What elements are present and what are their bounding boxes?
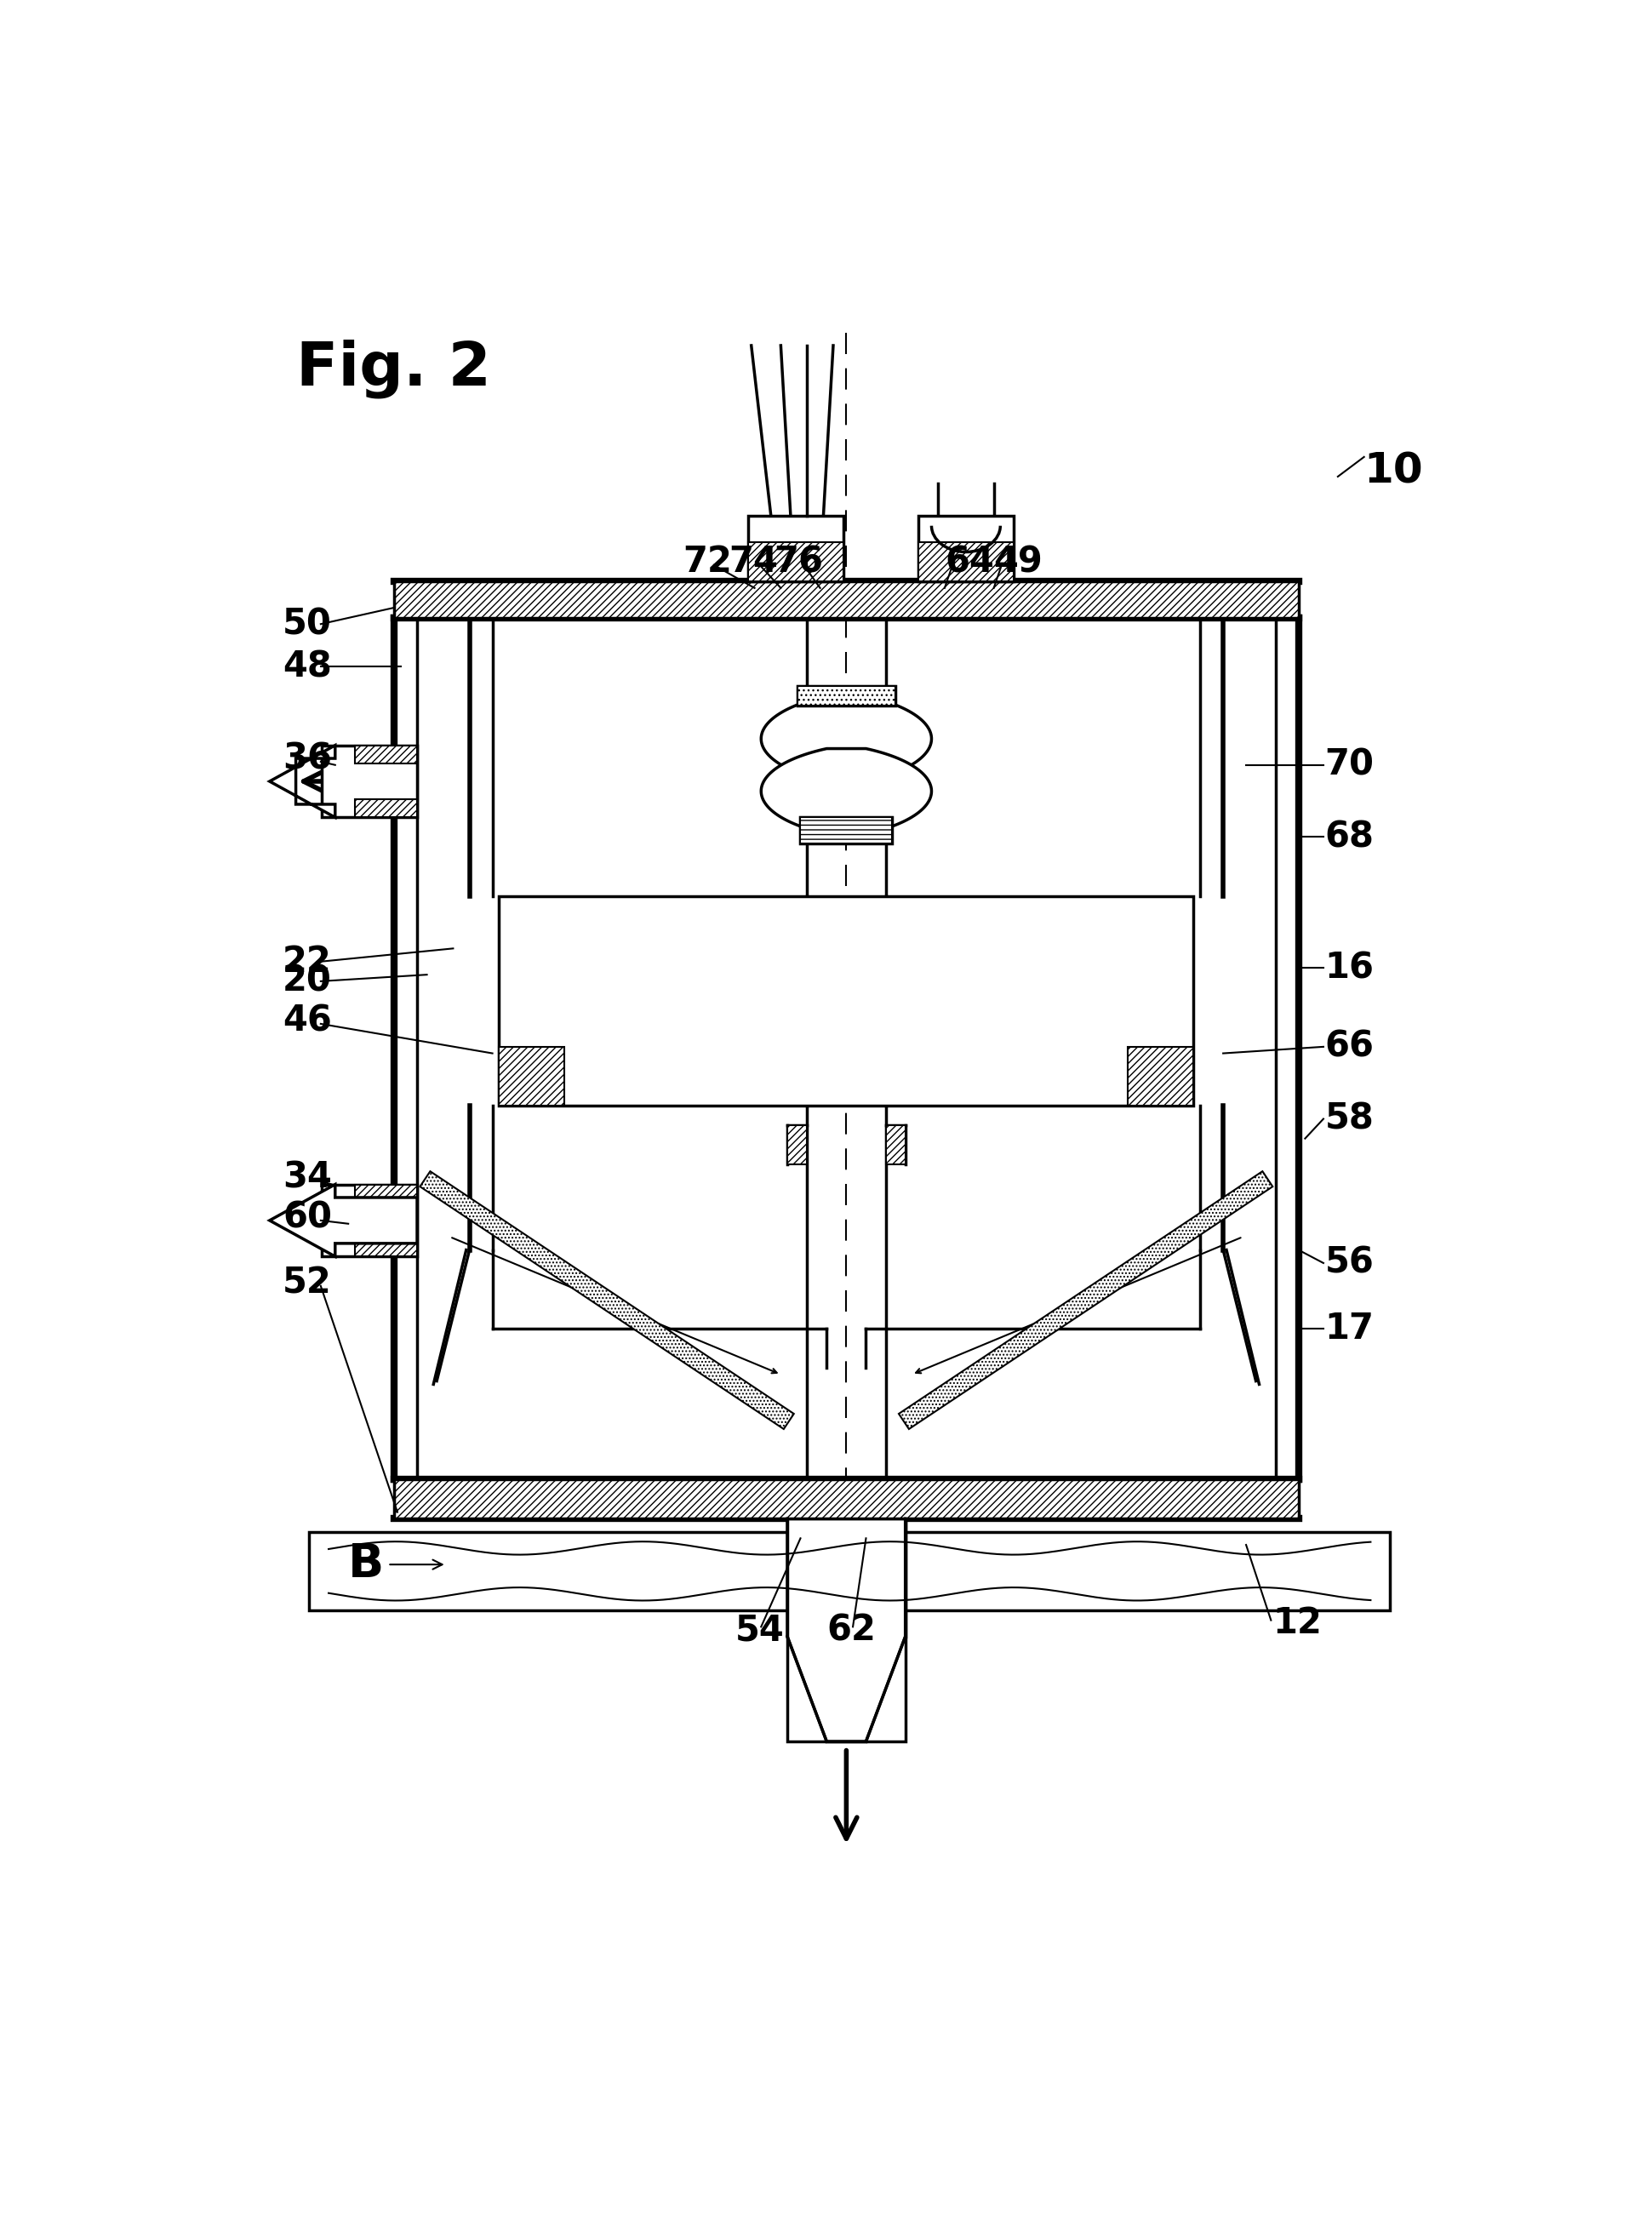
Bar bbox=[801, 818, 892, 843]
Text: 10: 10 bbox=[1365, 451, 1424, 492]
Text: 68: 68 bbox=[1325, 818, 1374, 854]
Text: 49: 49 bbox=[995, 545, 1042, 580]
Polygon shape bbox=[269, 745, 335, 818]
Bar bbox=[395, 580, 1298, 618]
Bar bbox=[499, 896, 1194, 1105]
Bar bbox=[395, 1479, 1298, 1519]
Text: 36: 36 bbox=[282, 741, 332, 776]
Text: 20: 20 bbox=[282, 963, 332, 999]
Text: 64: 64 bbox=[945, 545, 995, 580]
Text: 22: 22 bbox=[282, 943, 332, 979]
Bar bbox=[355, 745, 416, 763]
Bar bbox=[801, 818, 892, 843]
Bar bbox=[748, 543, 843, 580]
Bar bbox=[788, 1519, 905, 1741]
Bar bbox=[788, 1125, 806, 1165]
Bar bbox=[322, 745, 416, 818]
Polygon shape bbox=[762, 749, 932, 834]
Polygon shape bbox=[420, 1172, 795, 1430]
Text: B: B bbox=[349, 1541, 385, 1588]
Text: 48: 48 bbox=[282, 649, 332, 685]
Polygon shape bbox=[762, 696, 932, 781]
Text: 16: 16 bbox=[1325, 950, 1374, 985]
Text: 70: 70 bbox=[1325, 747, 1374, 783]
Bar bbox=[355, 1185, 416, 1203]
Text: 56: 56 bbox=[1325, 1245, 1374, 1281]
Text: 76: 76 bbox=[775, 545, 824, 580]
Bar bbox=[322, 1185, 416, 1257]
Bar bbox=[355, 1239, 416, 1257]
Text: 54: 54 bbox=[735, 1612, 785, 1648]
Bar bbox=[919, 543, 1013, 580]
Bar bbox=[798, 687, 895, 705]
Text: 72: 72 bbox=[682, 545, 732, 580]
Bar bbox=[885, 1125, 905, 1165]
Text: 46: 46 bbox=[282, 1003, 332, 1039]
Bar bbox=[499, 1048, 565, 1105]
Bar bbox=[355, 798, 416, 818]
Text: 12: 12 bbox=[1272, 1606, 1322, 1641]
Polygon shape bbox=[899, 1172, 1272, 1430]
Bar bbox=[919, 516, 1013, 580]
Text: 50: 50 bbox=[282, 607, 332, 643]
Text: 62: 62 bbox=[826, 1612, 876, 1648]
Bar bbox=[748, 516, 843, 580]
Text: 17: 17 bbox=[1325, 1310, 1374, 1346]
Bar bbox=[1128, 1048, 1194, 1105]
Polygon shape bbox=[269, 1185, 416, 1257]
Text: 74: 74 bbox=[729, 545, 778, 580]
Text: 60: 60 bbox=[282, 1199, 332, 1234]
Text: 34: 34 bbox=[282, 1161, 332, 1197]
Bar bbox=[798, 687, 895, 705]
Text: 66: 66 bbox=[1325, 1030, 1374, 1065]
Text: 58: 58 bbox=[1325, 1101, 1374, 1136]
Text: 52: 52 bbox=[282, 1265, 332, 1301]
Text: Fig. 2: Fig. 2 bbox=[296, 338, 491, 398]
Bar bbox=[309, 1532, 1391, 1610]
